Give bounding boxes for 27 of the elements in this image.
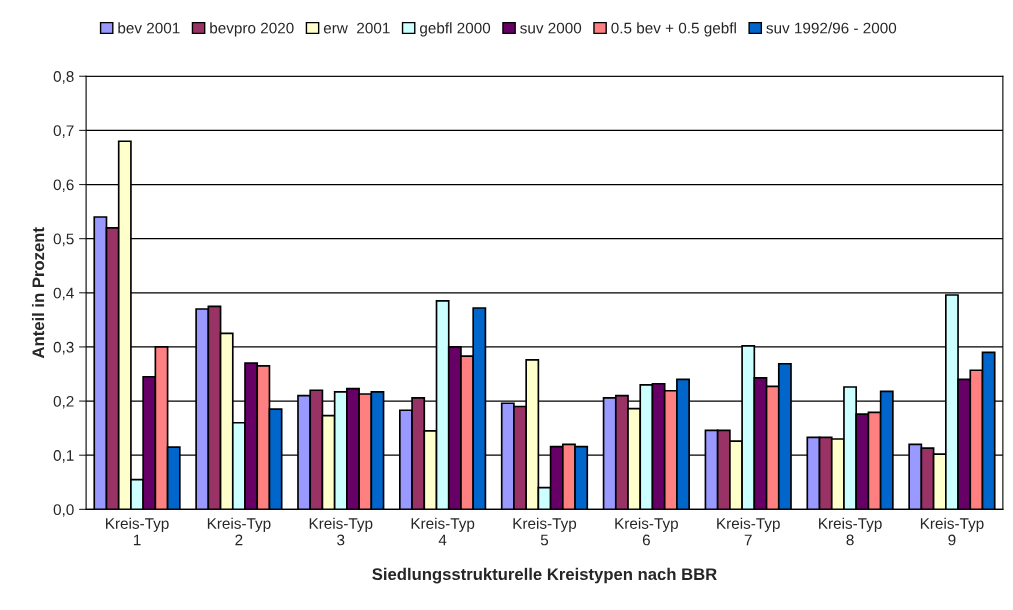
legend-label: gebfl 2000	[419, 22, 491, 37]
y-axis-title: Anteil in Prozent	[31, 227, 45, 359]
x-tick-label: Kreis-Typ 6	[615, 517, 678, 546]
x-tick-label: Kreis-Typ 3	[309, 517, 373, 546]
legend-label: bev 2001	[118, 22, 180, 34]
legend-label: erw 2001	[323, 22, 390, 34]
x-tick-label: Kreis-Typ 1	[106, 517, 169, 546]
y-tick-label: 0,1	[53, 450, 74, 463]
y-tick-label: 0,5	[53, 233, 74, 247]
y-tick-label: 0,7	[53, 125, 74, 138]
x-tick-label: Kreis-Typ 7	[717, 517, 780, 546]
y-tick-label: 0,0	[53, 504, 74, 517]
y-tick-label: 0,6	[53, 179, 74, 193]
y-tick-label: 0,2	[53, 395, 74, 409]
x-tick-label: Kreis-Typ 8	[819, 517, 882, 546]
y-tick-label: 0,8	[53, 71, 74, 84]
x-axis-title: Siedlungsstrukturelle Kreistypen nach BBR	[372, 567, 717, 584]
x-tick-label: Kreis-Typ 4	[411, 517, 475, 546]
x-tick-label: Kreis-Typ 2	[207, 517, 271, 546]
x-tick-label: Kreis-Typ 9	[920, 517, 984, 546]
legend-label: suv 2000	[520, 22, 582, 34]
y-tick-label: 0,3	[53, 341, 74, 355]
x-tick-label: Kreis-Typ 5	[513, 517, 577, 546]
y-tick-label: 0,4	[53, 287, 74, 301]
legend-label: bevpro 2020	[210, 22, 294, 37]
legend-label: 0.5 bev + 0.5 gebfl	[611, 22, 736, 37]
legend-label: suv 1992/96 - 2000	[766, 22, 897, 34]
